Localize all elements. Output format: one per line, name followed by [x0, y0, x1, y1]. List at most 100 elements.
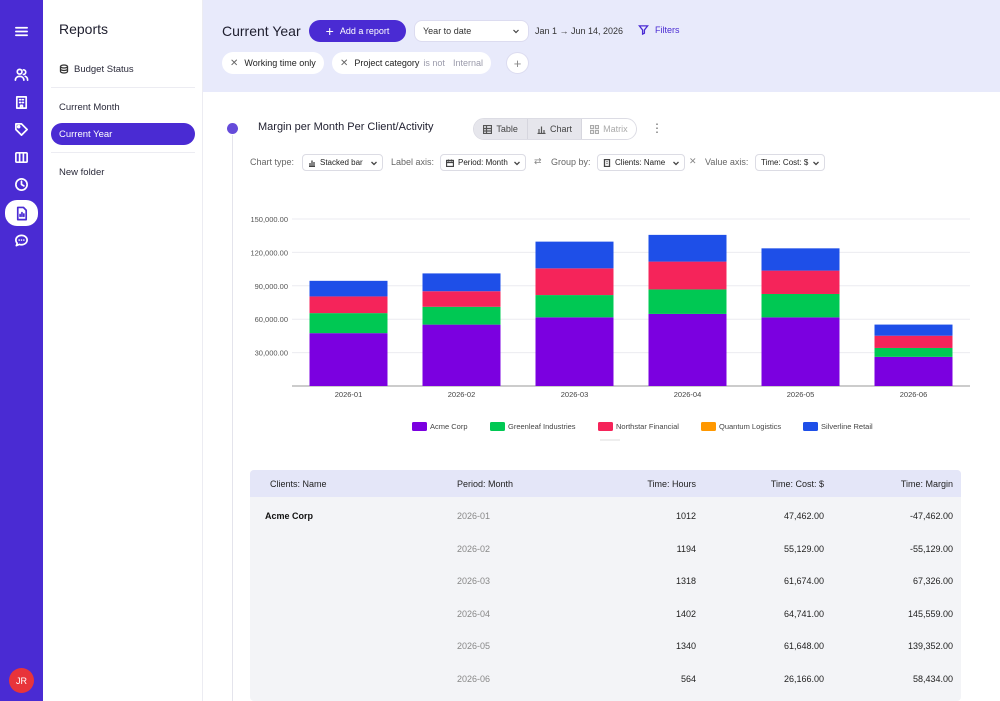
legend-swatch: [598, 422, 613, 431]
add-filter-button[interactable]: +: [506, 52, 529, 74]
tab-label: Matrix: [603, 124, 628, 134]
swap-icon[interactable]: ⇄: [534, 156, 542, 166]
bar-segment: [309, 296, 388, 314]
bar-segment: [874, 356, 953, 386]
building-icon: [603, 158, 611, 167]
cell-cost: 64,741.00: [783, 608, 824, 619]
page-title: Current Year: [222, 23, 301, 39]
view-toggle: Table Chart Matrix: [473, 118, 637, 140]
bar-segment: [422, 306, 501, 325]
value-axis-value: Time: Cost: $: [761, 158, 809, 167]
chip-value: Internal: [452, 58, 483, 68]
filter-chip-project-category[interactable]: ✕ Project category is not Internal: [332, 52, 491, 74]
col-header-margin[interactable]: Time: Margin: [900, 479, 953, 489]
cell-margin: 58,434.00: [912, 673, 953, 684]
avatar[interactable]: JR: [9, 668, 34, 693]
clock-icon[interactable]: [5, 172, 38, 197]
bar-segment: [761, 293, 840, 318]
table-row[interactable]: 2026-02 1194 55,129.00 -55,129.00: [250, 532, 961, 564]
cell-period: 2026-05: [457, 641, 491, 651]
cell-cost: 61,648.00: [783, 641, 824, 651]
report-table: Clients: Name Period: Month Time: Hours …: [250, 470, 961, 701]
col-header-hours[interactable]: Time: Hours: [647, 479, 696, 489]
report-header: Current Year + Add a report Year to date…: [203, 0, 1000, 92]
table-row[interactable]: Acme Corp 2026-01 1012 47,462.00 -47,462.00: [250, 499, 961, 531]
cell-period: 2026-04: [457, 608, 491, 619]
tab-chart[interactable]: Chart: [527, 119, 581, 139]
bar-chart-icon: [309, 160, 315, 167]
users-icon[interactable]: [5, 62, 38, 87]
bar-segment: [874, 347, 953, 357]
col-header-period[interactable]: Period: Month: [457, 479, 514, 489]
sidebar-item-new-folder[interactable]: New folder: [51, 161, 195, 183]
add-report-button[interactable]: + Add a report: [309, 20, 406, 42]
chart-type-select[interactable]: Stacked bar: [302, 154, 383, 171]
report-icon[interactable]: [5, 200, 38, 226]
bar-segment: [761, 317, 840, 386]
group-by-select[interactable]: Clients: Name: [597, 154, 685, 171]
period-select[interactable]: Year to date: [414, 20, 529, 42]
bar-segment: [535, 317, 614, 386]
col-header-cost[interactable]: Time: Cost: $: [770, 479, 824, 489]
tab-matrix[interactable]: Matrix: [580, 119, 636, 139]
cell-period: 2026-03: [457, 576, 491, 586]
timeline-line: [232, 135, 233, 701]
y-tick-label: 30,000.00: [255, 349, 288, 358]
bar-segment: [309, 280, 388, 297]
filters-button[interactable]: Filters: [638, 24, 680, 35]
chat-icon[interactable]: [5, 228, 38, 253]
period-select-value: Year to date: [423, 26, 472, 36]
cell-hours: 564: [680, 673, 696, 684]
bar-segment: [422, 291, 501, 307]
bar-segment: [648, 261, 727, 290]
cell-margin: 145,559.00: [907, 608, 953, 619]
chevron-down-icon: [673, 161, 679, 166]
sidebar-item-label: Current Month: [59, 101, 120, 113]
table-row[interactable]: 2026-04 1402 64,741.00 145,559.00: [250, 597, 961, 629]
label-axis-label: Label axis:: [391, 157, 435, 167]
more-options-icon[interactable]: ⋮: [651, 121, 663, 135]
col-header-client[interactable]: Clients: Name: [270, 479, 327, 489]
calendar-icon: [446, 159, 454, 167]
bar-segment: [648, 313, 727, 386]
legend-swatch: [803, 422, 818, 431]
menu-icon[interactable]: [5, 19, 38, 44]
table-row[interactable]: 2026-03 1318 61,674.00 67,326.00: [250, 564, 961, 596]
sidebar-item-current-month[interactable]: Current Month: [51, 96, 195, 118]
cell-hours: 1194: [676, 543, 696, 554]
sidebar-item-current-year[interactable]: Current Year: [51, 123, 195, 145]
group-by-label: Group by:: [551, 157, 591, 167]
legend-swatch: [490, 422, 505, 431]
report-title: Margin per Month Per Client/Activity: [258, 121, 434, 133]
close-icon[interactable]: ✕: [230, 57, 239, 69]
legend-label: Northstar Financial: [616, 422, 679, 431]
bar-segment: [309, 313, 388, 334]
tag-icon[interactable]: [5, 117, 38, 142]
close-icon[interactable]: ✕: [689, 156, 697, 166]
legend-swatch: [701, 422, 716, 431]
bar-segment: [422, 324, 501, 386]
label-axis-select[interactable]: Period: Month: [440, 154, 526, 171]
table-row[interactable]: 2026-06 564 26,166.00 58,434.00: [250, 662, 961, 694]
building-icon[interactable]: [5, 90, 38, 115]
y-tick-label: 120,000.00: [250, 248, 288, 257]
add-report-label: Add a report: [339, 26, 390, 36]
filter-icon: [638, 25, 649, 35]
close-icon[interactable]: ✕: [340, 57, 349, 69]
tab-table[interactable]: Table: [474, 119, 528, 139]
cell-hours: 1318: [675, 576, 696, 586]
table-row[interactable]: 2026-05 1340 61,648.00 139,352.00: [250, 629, 961, 661]
legend-label: Silverline Retail: [821, 422, 873, 431]
legend-label: Greenleaf Industries: [508, 422, 576, 431]
legend-label: Acme Corp: [430, 422, 468, 431]
sidebar-item-budget-status[interactable]: Budget Status: [51, 58, 195, 80]
cell-cost: 26,166.00: [783, 673, 824, 684]
value-axis-select[interactable]: Time: Cost: $: [755, 154, 825, 171]
columns-icon[interactable]: [5, 145, 38, 170]
sidebar-item-label: Budget Status: [74, 63, 134, 75]
cell-cost: 61,674.00: [783, 576, 824, 586]
filter-chip-working-time[interactable]: ✕ Working time only: [222, 52, 324, 74]
divider: [51, 152, 195, 153]
filters-label: Filters: [655, 24, 680, 35]
sidebar-item-label: New folder: [59, 166, 105, 178]
